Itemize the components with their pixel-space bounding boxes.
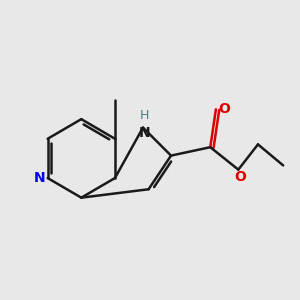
- Text: N: N: [34, 171, 46, 185]
- Text: O: O: [218, 102, 230, 116]
- Text: O: O: [234, 170, 246, 184]
- Text: H: H: [140, 109, 149, 122]
- Text: N: N: [139, 126, 150, 140]
